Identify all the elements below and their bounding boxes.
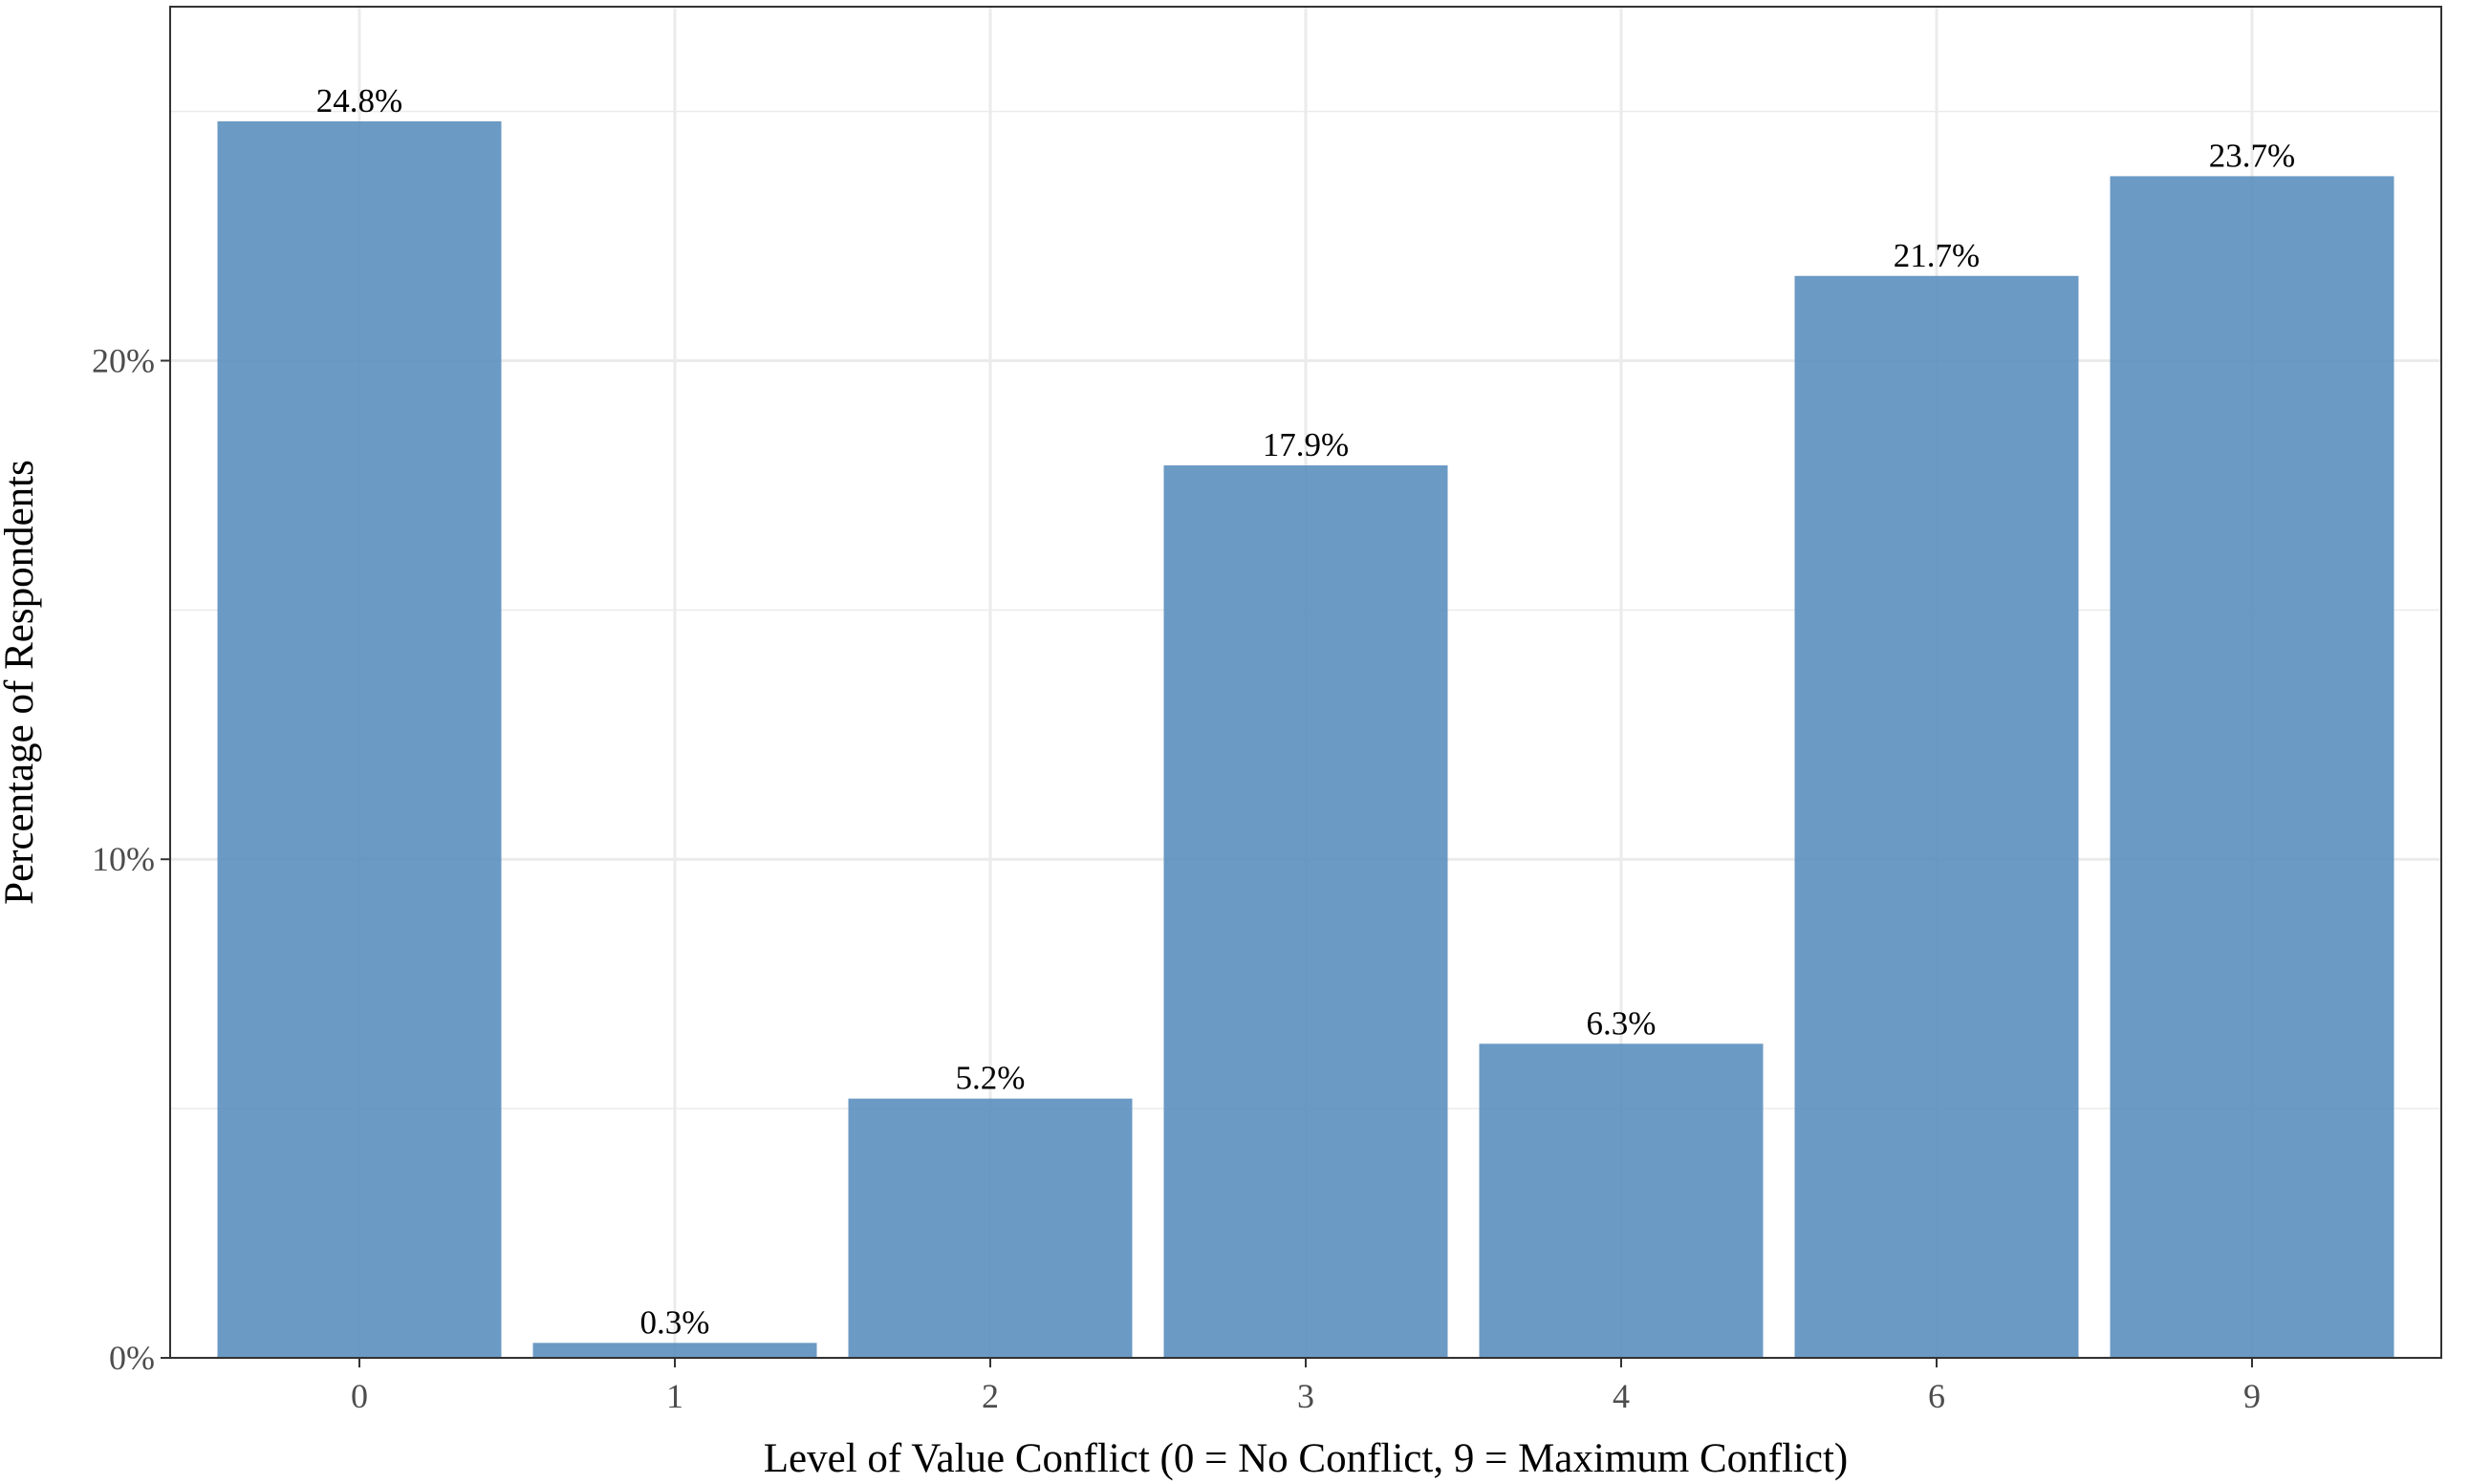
bar-0 (217, 121, 502, 1359)
bar-9 (2110, 176, 2394, 1358)
x-tick-label: 6 (1928, 1377, 1945, 1415)
x-axis-title: Level of Value Conflict (0 = No Conflict… (764, 1436, 1848, 1481)
data-label-1: 0.3% (640, 1303, 710, 1341)
bar-1 (532, 1343, 817, 1358)
bar-3 (1163, 465, 1448, 1358)
x-tick-label: 2 (982, 1377, 999, 1415)
data-label-9: 23.7% (2209, 137, 2295, 174)
bar-4 (1479, 1043, 1764, 1358)
y-tick-label: 20% (92, 341, 155, 379)
x-tick-label: 0 (351, 1377, 368, 1415)
data-labels: 24.8% 0.3% 5.2% 17.9% 6.3% 21.7% 23.7% (316, 82, 2295, 1341)
data-label-4: 6.3% (1587, 1004, 1657, 1042)
x-tick-label: 3 (1297, 1377, 1314, 1415)
y-tick-label: 10% (92, 840, 155, 878)
x-tick-label: 1 (666, 1377, 683, 1415)
y-axis: 0% 10% 20% (92, 341, 170, 1377)
bar-6 (1794, 275, 2079, 1358)
bars (217, 121, 2394, 1359)
data-label-0: 24.8% (316, 82, 402, 119)
data-label-6: 21.7% (1894, 237, 1980, 274)
x-axis: 0 1 2 3 4 6 9 (351, 1358, 2261, 1415)
bar-2 (848, 1098, 1133, 1358)
data-label-3: 17.9% (1263, 426, 1349, 463)
x-tick-label: 9 (2243, 1377, 2261, 1415)
data-label-2: 5.2% (956, 1060, 1026, 1097)
y-axis-title: Percentage of Respondents (0, 460, 42, 905)
x-tick-label: 4 (1613, 1377, 1630, 1415)
y-tick-label: 0% (109, 1339, 155, 1377)
